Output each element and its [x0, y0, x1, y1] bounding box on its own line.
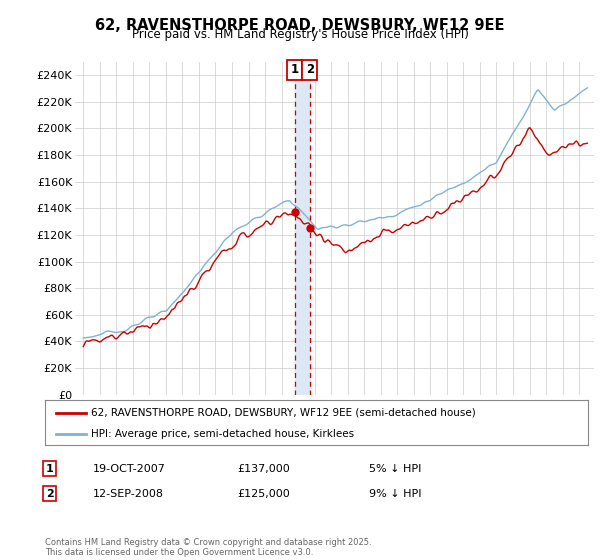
Bar — [295, 62, 310, 395]
Text: 2: 2 — [46, 489, 53, 499]
Text: 5% ↓ HPI: 5% ↓ HPI — [369, 464, 421, 474]
Text: 1: 1 — [46, 464, 53, 474]
Text: 62, RAVENSTHORPE ROAD, DEWSBURY, WF12 9EE (semi-detached house): 62, RAVENSTHORPE ROAD, DEWSBURY, WF12 9E… — [91, 408, 476, 418]
Text: £137,000: £137,000 — [237, 464, 290, 474]
Text: 1: 1 — [291, 63, 299, 76]
Text: HPI: Average price, semi-detached house, Kirklees: HPI: Average price, semi-detached house,… — [91, 429, 354, 439]
Text: Price paid vs. HM Land Registry's House Price Index (HPI): Price paid vs. HM Land Registry's House … — [131, 28, 469, 41]
Text: 9% ↓ HPI: 9% ↓ HPI — [369, 489, 421, 499]
Text: 19-OCT-2007: 19-OCT-2007 — [93, 464, 166, 474]
Text: 12-SEP-2008: 12-SEP-2008 — [93, 489, 164, 499]
Text: 62, RAVENSTHORPE ROAD, DEWSBURY, WF12 9EE: 62, RAVENSTHORPE ROAD, DEWSBURY, WF12 9E… — [95, 18, 505, 33]
Text: 2: 2 — [305, 63, 314, 76]
Text: £125,000: £125,000 — [237, 489, 290, 499]
Text: Contains HM Land Registry data © Crown copyright and database right 2025.
This d: Contains HM Land Registry data © Crown c… — [45, 538, 371, 557]
